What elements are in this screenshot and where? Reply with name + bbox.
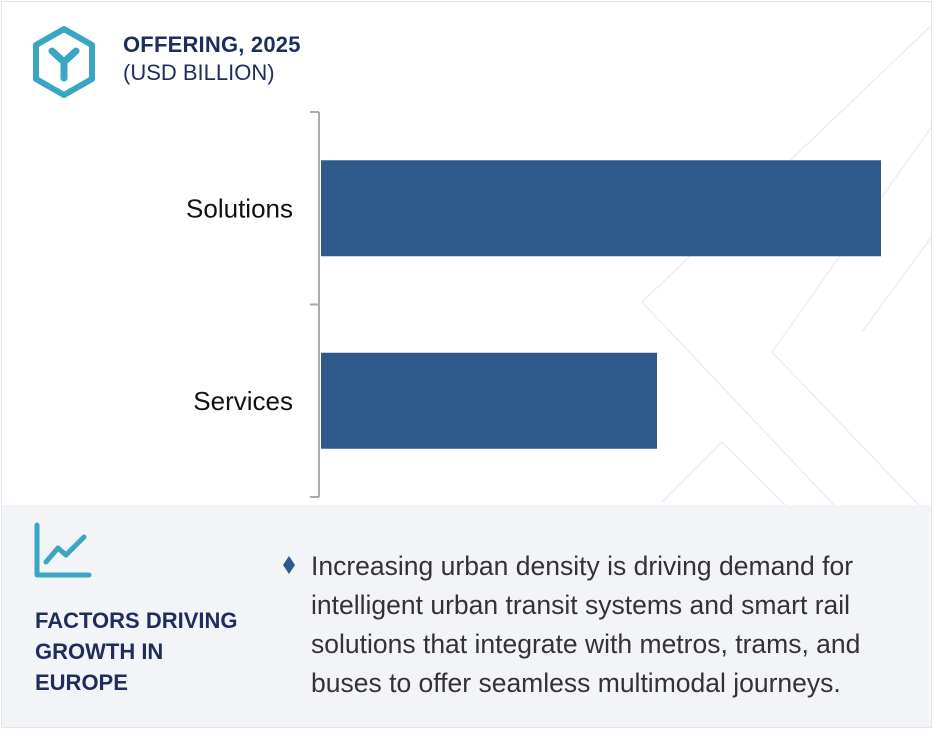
chart-title: OFFERING, 2025: [123, 32, 301, 57]
chart-header: OFFERING, 2025 (USD BILLION): [123, 32, 301, 88]
trend-line-chart-icon: [34, 522, 92, 578]
diamond-bullet-icon: [283, 556, 295, 574]
factors-panel: [2, 505, 931, 727]
category-label-services: Services: [193, 386, 293, 416]
hexagon-y-logo-icon: [33, 26, 95, 98]
factors-title: FACTORS DRIVING GROWTH IN EUROPE: [35, 608, 238, 695]
category-label-solutions: Solutions: [186, 193, 293, 223]
bar-chart: Solutions Services: [186, 111, 881, 498]
bar-solutions: [321, 160, 881, 257]
factors-text: Increasing urban density is driving dema…: [311, 551, 861, 698]
bar-services: [321, 352, 657, 449]
chart-subtitle: (USD BILLION): [123, 60, 275, 85]
